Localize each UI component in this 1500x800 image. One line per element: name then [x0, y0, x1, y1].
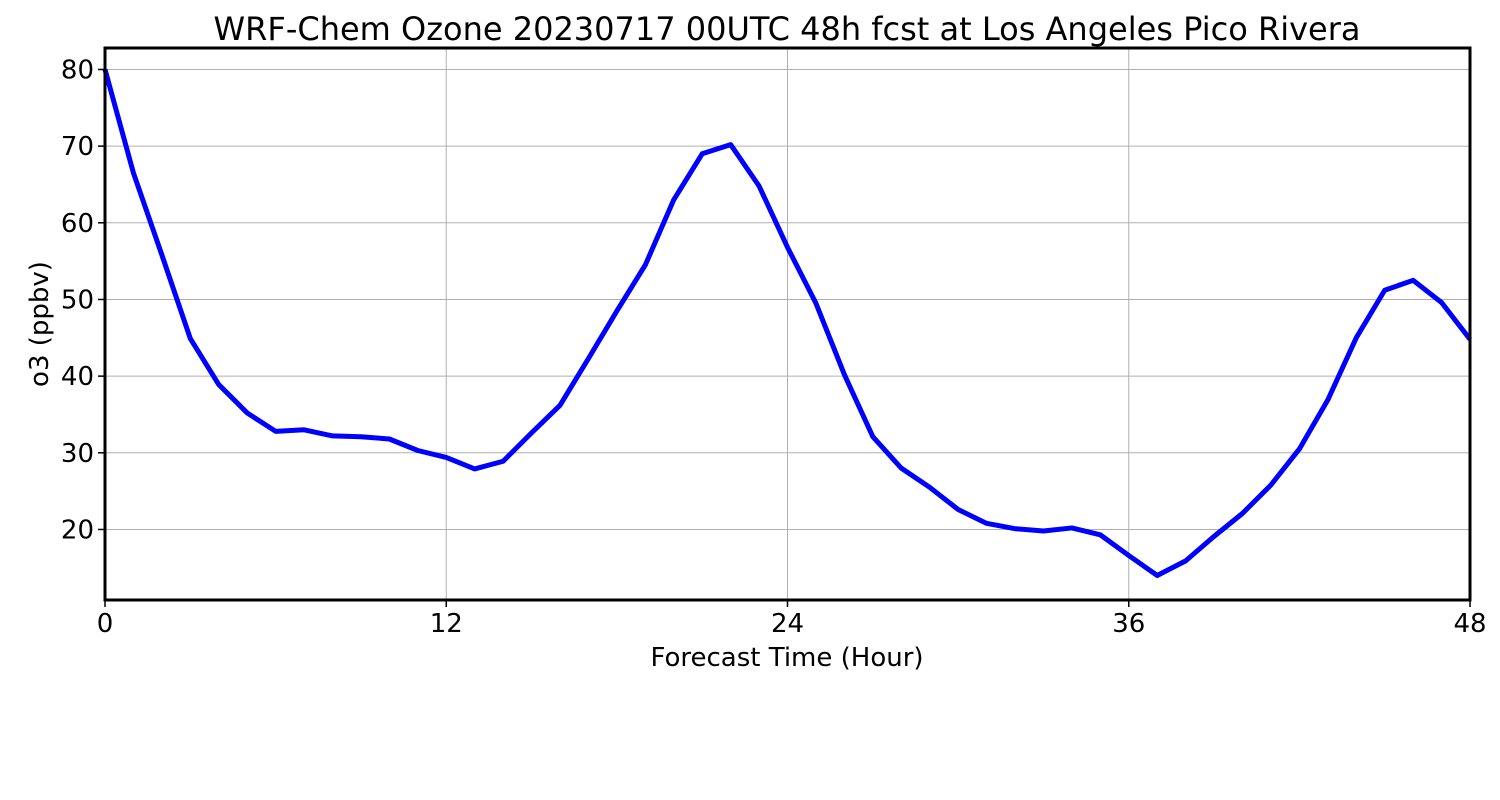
x-tick-label: 12: [430, 609, 463, 639]
x-tick-label: 0: [97, 609, 114, 639]
y-tick-label: 20: [61, 515, 94, 545]
ozone-series-line: [102, 68, 1472, 578]
x-tick-label: 48: [1453, 609, 1486, 639]
y-axis-label: o3 (ppbv): [25, 261, 55, 387]
x-tick-label: 24: [771, 609, 804, 639]
chart-title: WRF-Chem Ozone 20230717 00UTC 48h fcst a…: [214, 10, 1361, 48]
y-tick-label: 70: [61, 132, 94, 162]
x-axis-label: Forecast Time (Hour): [650, 643, 923, 673]
y-tick-label: 40: [61, 362, 94, 392]
x-tick-label: 36: [1112, 609, 1145, 639]
series-layer: [102, 68, 1472, 578]
y-tick-label: 80: [61, 55, 94, 85]
grid-lines: [104, 48, 1471, 600]
y-tick-label: 60: [61, 209, 94, 239]
y-tick-label: 30: [61, 439, 94, 469]
y-tick-label: 50: [61, 285, 94, 315]
axis-ticks: 0 12 24 36 48 20 30 40 50 60 70 80: [61, 55, 1487, 639]
